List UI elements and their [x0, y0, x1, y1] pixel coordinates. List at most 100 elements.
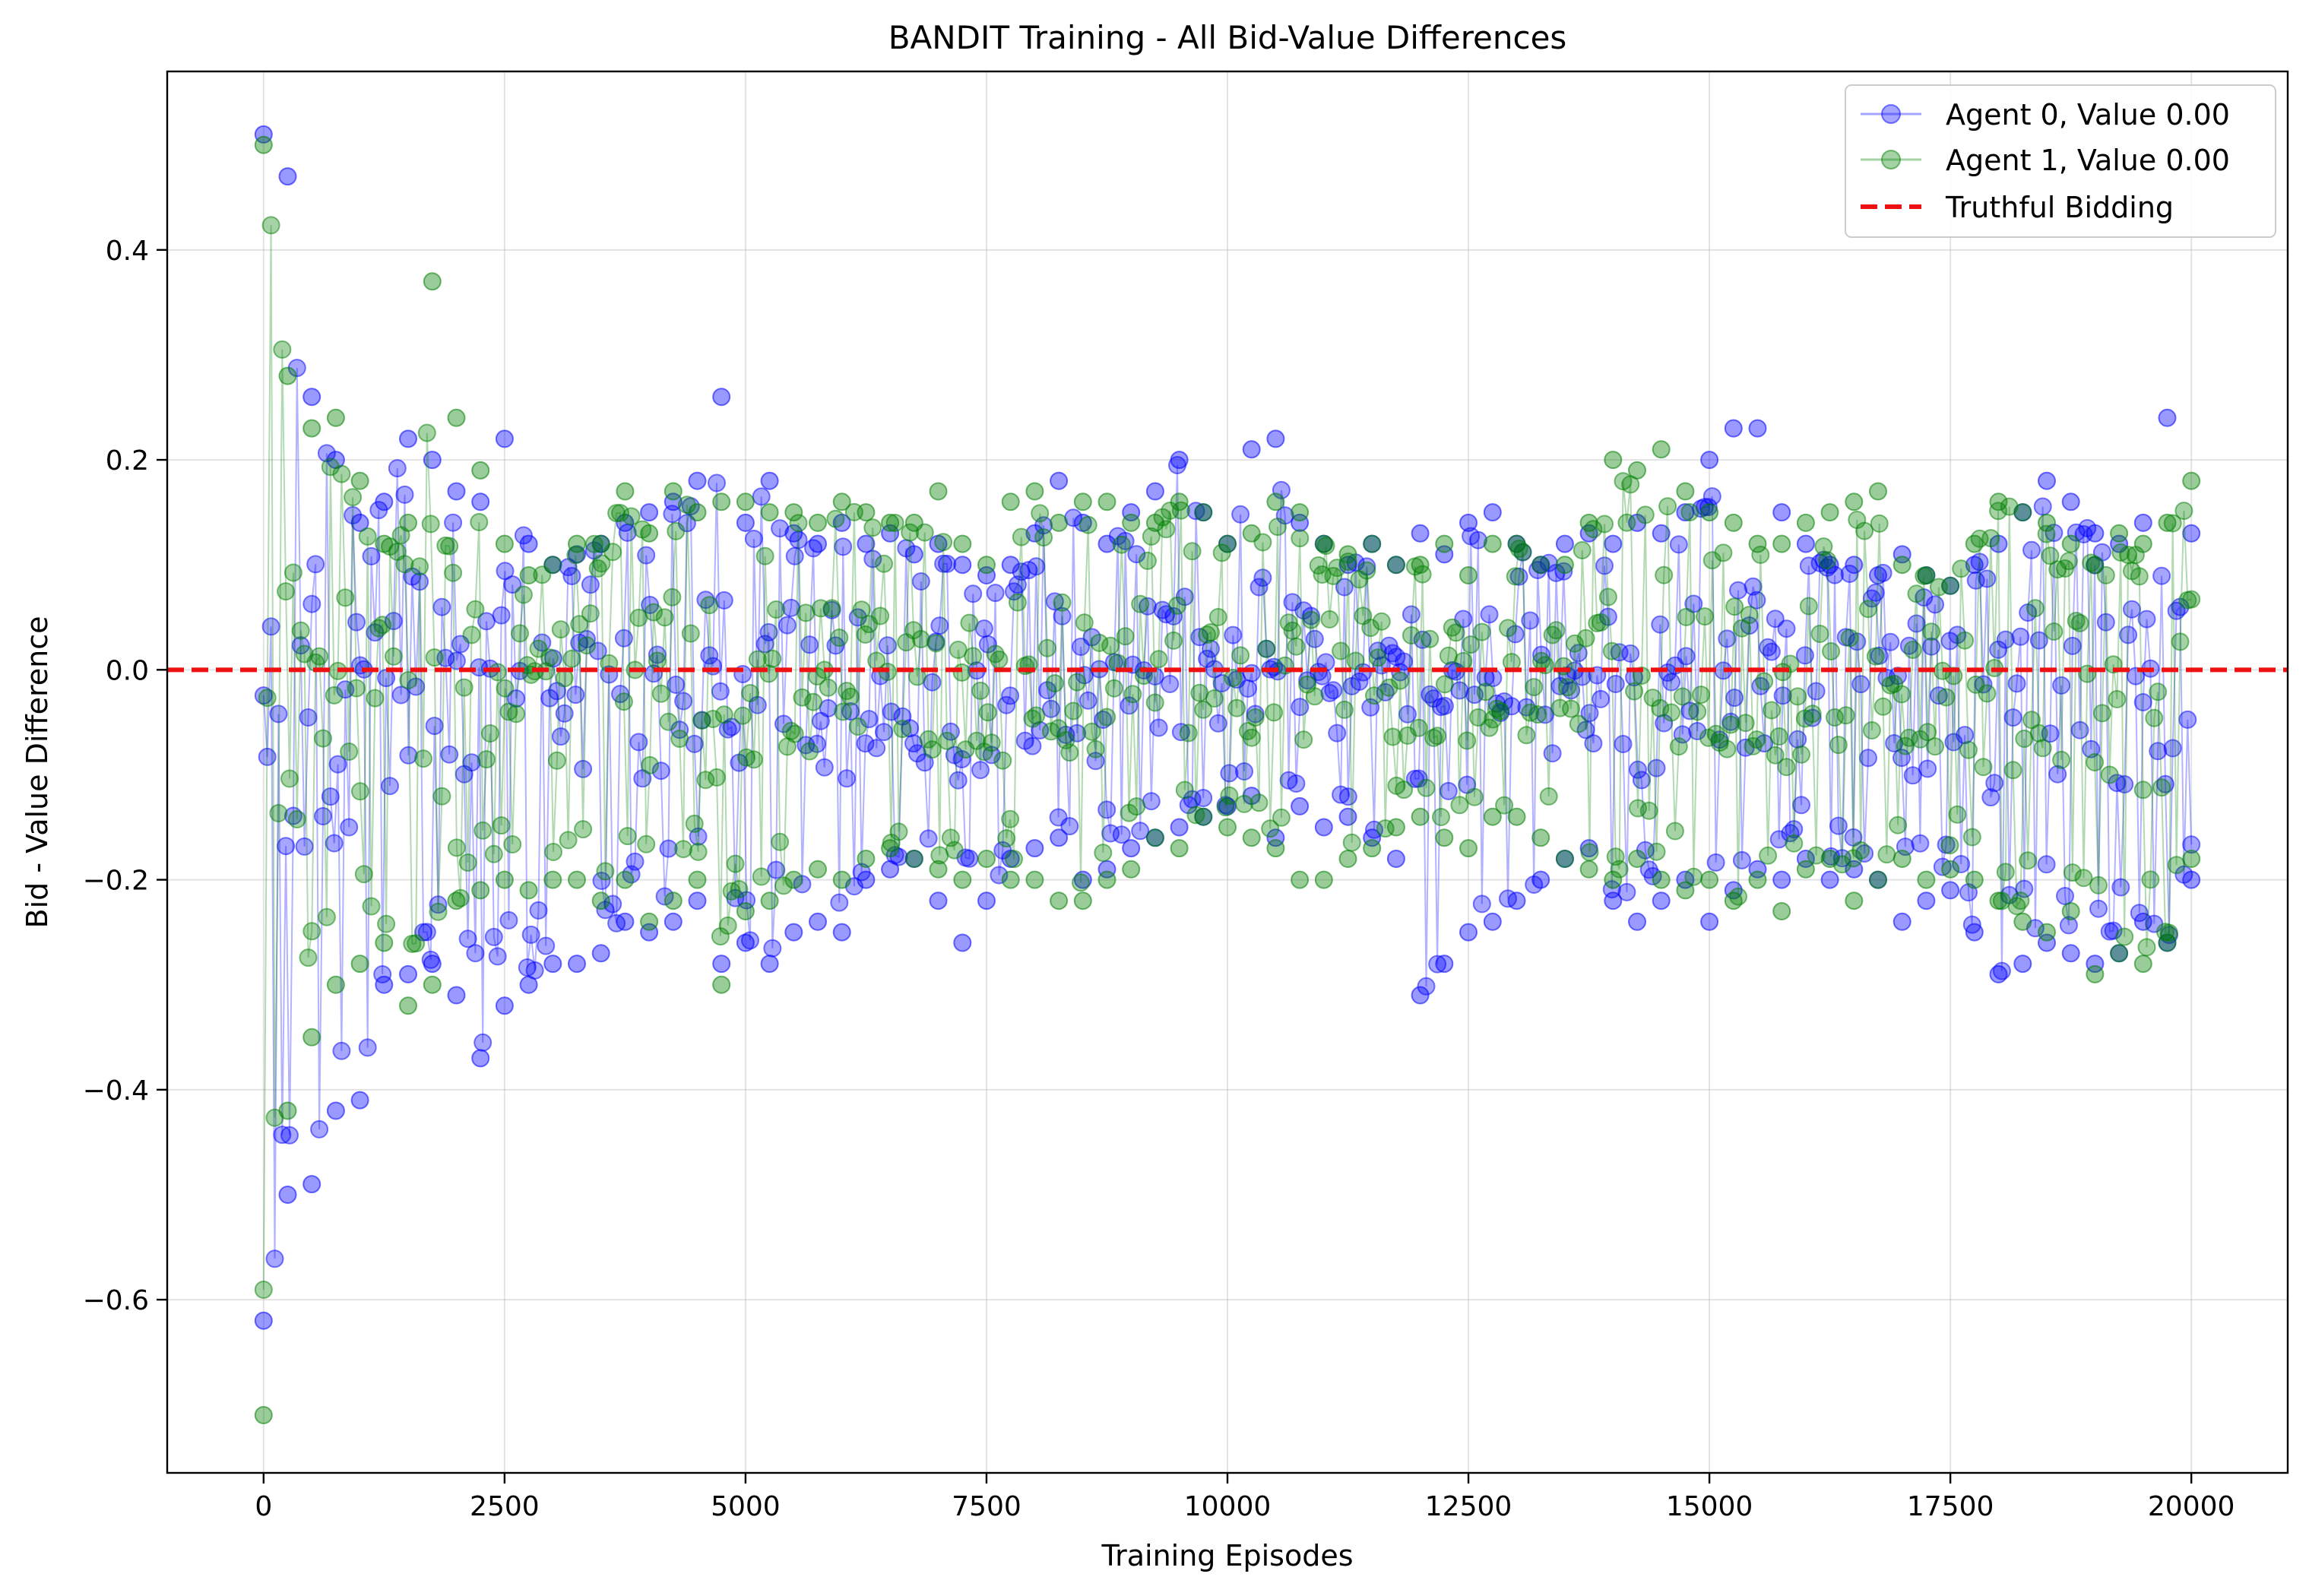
series-0-extreme-point — [2182, 870, 2201, 889]
series-0-extreme-point — [1242, 440, 1261, 459]
series-1-point — [800, 742, 819, 761]
series-0-point — [1803, 708, 1822, 727]
series-1-extreme-point — [447, 408, 466, 427]
series-0-extreme-point — [1652, 891, 1671, 910]
series-0-extreme-point — [1411, 524, 1430, 543]
series-1-point — [1462, 635, 1481, 654]
series-1-point — [1822, 642, 1841, 660]
series-1-point — [540, 648, 559, 667]
series-0-extreme-point — [471, 492, 490, 511]
series-1-point — [1718, 739, 1737, 758]
series-1-extreme-point — [326, 408, 345, 427]
series-0-point — [447, 651, 466, 670]
series-0-point — [2007, 674, 2026, 693]
series-0-extreme-point — [1122, 839, 1141, 858]
series-0-extreme-point — [399, 429, 417, 448]
series-1-extreme-point — [1748, 870, 1767, 889]
series-1-point — [1064, 701, 1083, 720]
series-1-extreme-point — [1122, 513, 1141, 532]
series-1-point — [1851, 841, 1870, 860]
series-0-point — [2033, 497, 2052, 516]
series-0-point — [321, 787, 340, 806]
series-0-point — [1881, 632, 1900, 651]
series-1-point — [752, 867, 771, 886]
series-0-point — [1918, 759, 1937, 778]
series-0-extreme-point — [2158, 408, 2177, 427]
series-0-point — [1395, 652, 1414, 671]
series-1-extreme-point — [1073, 492, 1092, 511]
series-0-point — [1468, 530, 1487, 549]
series-1-extreme-point — [1724, 513, 1743, 532]
series-1-point — [1747, 730, 1766, 749]
series-1-extreme-point — [543, 556, 562, 575]
series-1-point — [1602, 641, 1621, 660]
series-0-point — [667, 676, 686, 694]
series-1-point — [440, 537, 459, 556]
series-0-point — [410, 572, 429, 591]
series-1-point — [1655, 565, 1674, 584]
series-0-point — [280, 1126, 299, 1145]
series-0-point — [1078, 691, 1097, 710]
series-1-point — [797, 603, 816, 622]
series-0-point — [834, 537, 853, 556]
series-1-extreme-point — [904, 850, 923, 868]
series-0-point — [2070, 720, 2089, 739]
series-1-point — [767, 600, 786, 619]
series-1-point — [1736, 714, 1755, 733]
series-0-extreme-point — [447, 986, 466, 1005]
series-1-extreme-point — [1917, 870, 1936, 889]
series-0-point — [815, 758, 834, 777]
series-1-point — [997, 829, 1016, 848]
series-1-point — [938, 731, 956, 750]
legend-agent0-marker — [1881, 104, 1901, 124]
series-1-extreme-point — [1025, 870, 1044, 889]
series-1-point — [681, 624, 700, 643]
y-tick-label: 0.2 — [106, 445, 149, 477]
series-1-point — [1250, 793, 1269, 812]
series-0-extreme-point — [881, 860, 900, 879]
series-1-point — [287, 810, 306, 828]
series-0-point — [1324, 681, 1343, 700]
series-0-point — [648, 645, 667, 664]
series-0-point — [2003, 708, 2022, 727]
series-1-point — [1952, 559, 1971, 578]
series-1-point — [990, 650, 1009, 669]
series-1-point — [1031, 504, 1050, 523]
series-1-point — [733, 706, 752, 725]
series-0-extreme-point — [1266, 828, 1285, 847]
series-0-extreme-point — [784, 524, 803, 543]
series-0-point — [1338, 787, 1357, 806]
series-0-point — [960, 849, 979, 868]
series-0-extreme-point — [1170, 818, 1189, 837]
series-0-extreme-point — [1869, 566, 1887, 584]
series-0-extreme-point — [2061, 944, 2080, 963]
series-1-point — [2130, 567, 2149, 586]
series-1-extreme-point — [736, 902, 755, 920]
series-1-extreme-point — [1555, 850, 1574, 868]
series-0-point — [1725, 689, 1744, 708]
series-0-point — [474, 1033, 493, 1052]
series-0-extreme-point — [254, 1311, 273, 1330]
series-1-point — [1458, 731, 1477, 750]
series-0-point — [1617, 882, 1636, 901]
series-1-extreme-point — [2013, 503, 2032, 522]
series-1-point — [1940, 836, 1959, 855]
series-1-point — [1580, 843, 1599, 862]
x-tick-label: 12500 — [1425, 1491, 1512, 1522]
series-0-point — [1480, 605, 1499, 624]
series-1-point — [1001, 809, 1020, 828]
series-0-point — [841, 702, 860, 720]
series-1-extreme-point — [399, 996, 417, 1015]
series-1-extreme-point — [1242, 828, 1261, 847]
series-0-extreme-point — [1724, 419, 1743, 438]
series-0-extreme-point — [1555, 534, 1574, 553]
series-0-point — [258, 747, 277, 766]
series-1-point — [1517, 726, 1536, 745]
series-0-point — [1528, 561, 1547, 579]
series-1-point — [1302, 610, 1320, 629]
series-1-extreme-point — [1435, 828, 1454, 847]
series-1-point — [1224, 668, 1243, 687]
series-1-extreme-point — [375, 534, 394, 553]
series-1-point — [596, 862, 615, 881]
series-1-point — [1127, 797, 1146, 816]
